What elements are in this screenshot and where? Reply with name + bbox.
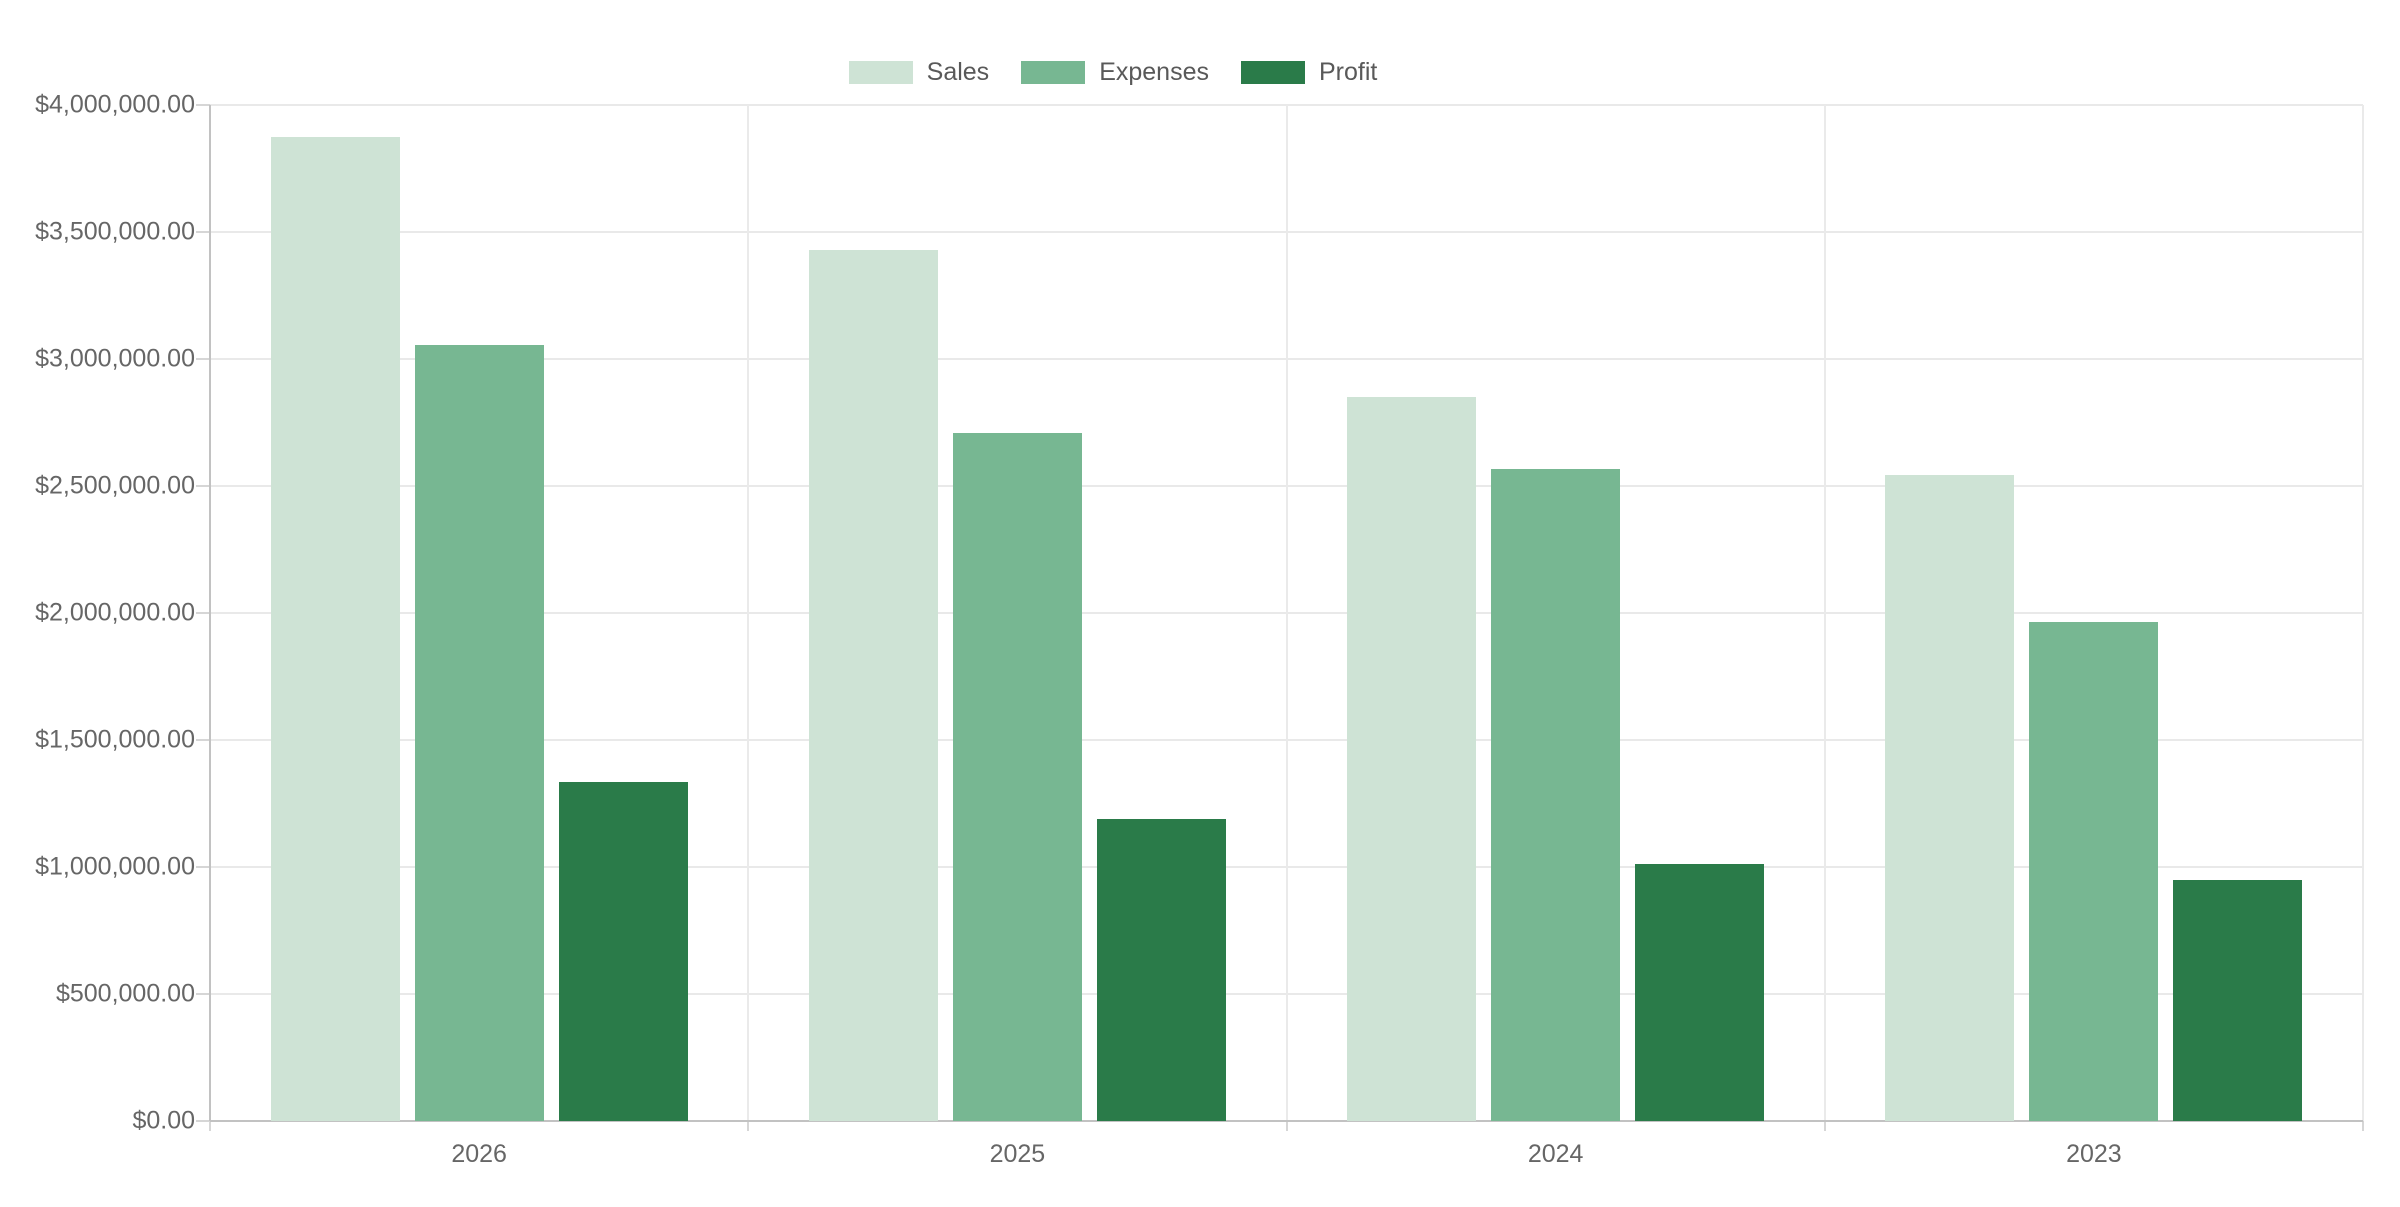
y-axis-tick [196, 1120, 210, 1122]
x-axis-tick [1823, 1121, 1826, 1131]
y-axis-line [209, 105, 211, 1121]
y-axis-tick [196, 231, 210, 233]
y-axis-tick [196, 612, 210, 614]
legend-label: Sales [926, 57, 990, 86]
bar-expenses-2025[interactable] [953, 433, 1082, 1121]
y-axis-tick-label: $3,000,000.00 [35, 344, 195, 373]
legend-label: Expenses [1099, 57, 1209, 86]
chart-legend: Sales Expenses Profit [0, 52, 2226, 92]
y-axis-tick [196, 485, 210, 487]
y-axis-tick-label: $1,500,000.00 [35, 725, 195, 754]
y-axis-tick-label: $500,000.00 [55, 979, 195, 1008]
y-axis-tick [196, 104, 210, 106]
x-gridline [1285, 105, 1288, 1121]
y-axis-tick-label: $3,500,000.00 [35, 217, 195, 246]
y-axis-tick-label: $0.00 [132, 1106, 195, 1135]
y-axis-tick [196, 358, 210, 360]
x-axis-category-label: 2026 [451, 1140, 507, 1168]
legend-swatch-expenses-icon [1021, 60, 1086, 84]
x-axis-category-label: 2024 [1527, 1140, 1584, 1168]
bar-profit-2026[interactable] [559, 782, 688, 1121]
x-gridline [747, 105, 750, 1121]
legend-label: Profit [1318, 57, 1378, 86]
x-axis-category-label: 2023 [2066, 1140, 2122, 1168]
bar-profit-2023[interactable] [2173, 880, 2302, 1121]
legend-swatch-profit-icon [1240, 60, 1305, 84]
bar-profit-2024[interactable] [1635, 864, 1764, 1121]
x-gridline [1823, 105, 1826, 1121]
x-axis-category-label: 2025 [989, 1140, 1046, 1168]
legend-swatch-sales-icon [848, 60, 913, 84]
bar-sales-2026[interactable] [271, 137, 400, 1121]
x-axis-tick [747, 1121, 750, 1131]
bar-profit-2025[interactable] [1097, 819, 1226, 1121]
legend-item-sales[interactable]: Sales [848, 57, 990, 86]
y-axis-tick [196, 739, 210, 741]
y-axis-tick-label: $4,000,000.00 [35, 90, 195, 119]
x-axis-tick [1285, 1121, 1288, 1131]
x-axis-tick [209, 1121, 211, 1131]
legend-item-profit[interactable]: Profit [1240, 57, 1378, 86]
y-axis-tick [196, 866, 210, 868]
bar-sales-2024[interactable] [1347, 397, 1476, 1121]
y-axis-tick-label: $2,000,000.00 [35, 598, 195, 627]
y-axis-tick [196, 993, 210, 995]
legend-item-expenses[interactable]: Expenses [1021, 57, 1209, 86]
plot-area [196, 104, 2364, 1131]
x-gridline [2362, 105, 2364, 1121]
y-axis-tick-label: $1,000,000.00 [35, 852, 195, 881]
bar-sales-2025[interactable] [809, 250, 938, 1121]
bar-expenses-2024[interactable] [1491, 469, 1620, 1121]
x-axis-line [210, 1120, 2363, 1122]
bar-sales-2023[interactable] [1885, 475, 2014, 1121]
x-axis-tick [2362, 1121, 2364, 1131]
y-axis-tick-label: $2,500,000.00 [35, 471, 195, 500]
bar-expenses-2026[interactable] [415, 345, 544, 1121]
bar-expenses-2023[interactable] [2029, 622, 2158, 1121]
